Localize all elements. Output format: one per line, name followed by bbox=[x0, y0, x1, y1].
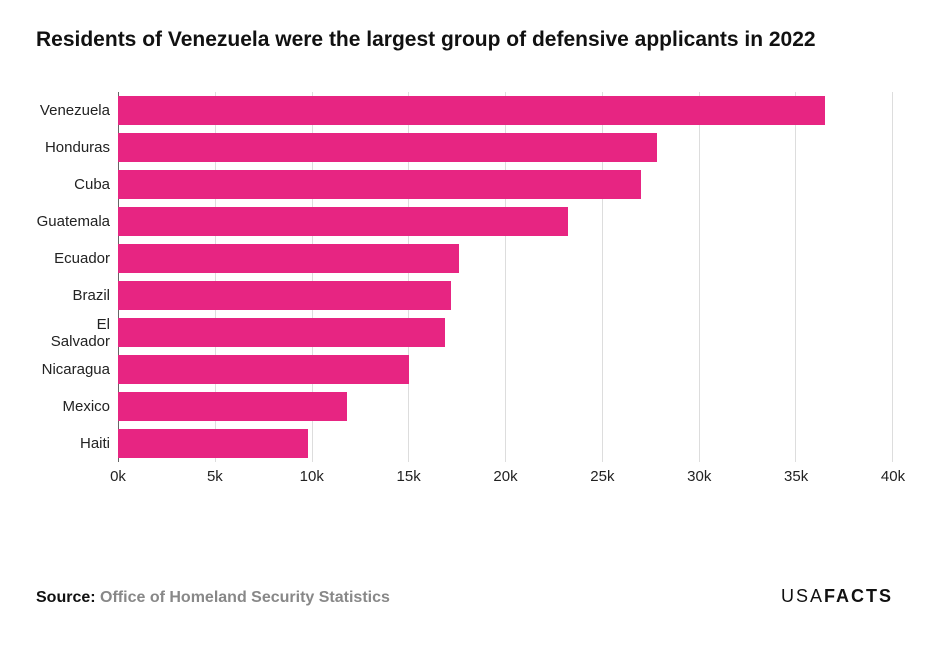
brand-light: USA bbox=[781, 586, 824, 606]
bar bbox=[118, 318, 445, 347]
bar bbox=[118, 244, 459, 273]
y-label: Honduras bbox=[36, 129, 110, 166]
bar-row bbox=[118, 240, 893, 277]
x-axis-spacer bbox=[36, 462, 118, 490]
bar bbox=[118, 207, 568, 236]
bar bbox=[118, 133, 657, 162]
y-label: Nicaragua bbox=[36, 351, 110, 388]
bar-row bbox=[118, 388, 893, 425]
bar-row bbox=[118, 92, 893, 129]
brand-bold: FACTS bbox=[824, 586, 893, 606]
x-tick: 35k bbox=[784, 468, 808, 485]
bars-container bbox=[118, 92, 893, 462]
x-tick: 0k bbox=[110, 468, 126, 485]
chart-title: Residents of Venezuela were the largest … bbox=[36, 28, 893, 52]
x-tick: 15k bbox=[397, 468, 421, 485]
y-label: Venezuela bbox=[36, 92, 110, 129]
y-label: El Salvador bbox=[36, 314, 110, 351]
plot-area bbox=[118, 92, 893, 462]
x-tick: 10k bbox=[300, 468, 324, 485]
bar bbox=[118, 429, 308, 458]
x-axis: 0k5k10k15k20k25k30k35k40k bbox=[118, 468, 893, 490]
source-label: Source: bbox=[36, 589, 96, 606]
chart-area: VenezuelaHondurasCubaGuatemalaEcuadorBra… bbox=[36, 92, 893, 462]
x-tick: 40k bbox=[881, 468, 905, 485]
bar bbox=[118, 392, 347, 421]
bar-row bbox=[118, 314, 893, 351]
bar bbox=[118, 170, 641, 199]
y-label: Brazil bbox=[36, 277, 110, 314]
x-axis-wrap: 0k5k10k15k20k25k30k35k40k bbox=[36, 462, 893, 490]
bar-row bbox=[118, 277, 893, 314]
bar-row bbox=[118, 129, 893, 166]
bar bbox=[118, 96, 825, 125]
bar-row bbox=[118, 425, 893, 462]
bar bbox=[118, 355, 409, 384]
bar-row bbox=[118, 351, 893, 388]
y-label: Guatemala bbox=[36, 203, 110, 240]
y-label: Mexico bbox=[36, 388, 110, 425]
x-tick: 5k bbox=[207, 468, 223, 485]
x-tick: 30k bbox=[687, 468, 711, 485]
source-text: Office of Homeland Security Statistics bbox=[100, 589, 390, 606]
y-axis-labels: VenezuelaHondurasCubaGuatemalaEcuadorBra… bbox=[36, 92, 118, 462]
bar bbox=[118, 281, 451, 310]
bar-row bbox=[118, 166, 893, 203]
x-tick: 20k bbox=[493, 468, 517, 485]
x-tick: 25k bbox=[590, 468, 614, 485]
brand-logo: USAFACTS bbox=[781, 586, 893, 607]
y-label: Haiti bbox=[36, 425, 110, 462]
y-label: Cuba bbox=[36, 166, 110, 203]
footer: Source: Office of Homeland Security Stat… bbox=[36, 586, 893, 607]
source-line: Source: Office of Homeland Security Stat… bbox=[36, 589, 390, 607]
y-label: Ecuador bbox=[36, 240, 110, 277]
bar-row bbox=[118, 203, 893, 240]
